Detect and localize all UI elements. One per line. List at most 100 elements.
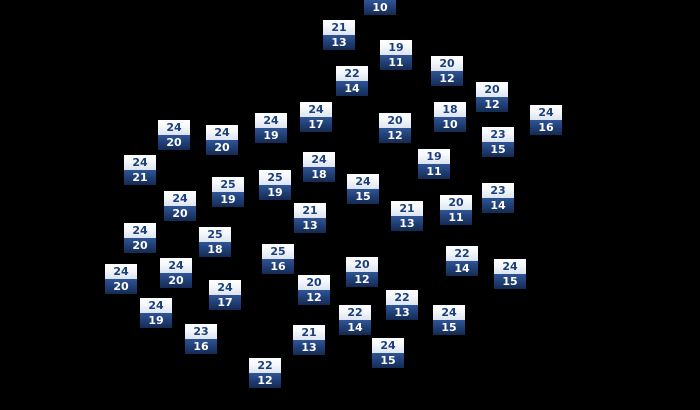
marker-bottom-value: 11 — [440, 210, 472, 225]
marker-bottom-value: 12 — [476, 97, 508, 112]
marker-bottom-value: 13 — [391, 216, 423, 231]
marker-top-value: 21 — [294, 203, 326, 218]
marker-top-value: 24 — [209, 280, 241, 295]
data-point-marker[interactable]: 20 12 — [476, 82, 508, 112]
marker-top-value: 24 — [164, 191, 196, 206]
marker-bottom-value: 16 — [185, 339, 217, 354]
marker-top-value: 22 — [446, 246, 478, 261]
marker-bottom-value: 16 — [262, 259, 294, 274]
marker-bottom-value: 19 — [212, 192, 244, 207]
marker-top-value: 21 — [323, 20, 355, 35]
data-point-marker[interactable]: 24 17 — [209, 280, 241, 310]
marker-top-value: 22 — [339, 305, 371, 320]
data-point-marker[interactable]: 25 19 — [212, 177, 244, 207]
marker-bottom-value: 15 — [482, 142, 514, 157]
data-point-marker[interactable]: 22 13 — [386, 290, 418, 320]
data-point-marker[interactable]: 21 13 — [293, 325, 325, 355]
data-point-marker[interactable]: 22 14 — [336, 66, 368, 96]
marker-bottom-value: 13 — [293, 340, 325, 355]
marker-top-value: 22 — [386, 290, 418, 305]
marker-bottom-value: 14 — [482, 198, 514, 213]
data-point-marker[interactable]: 19 11 — [380, 40, 412, 70]
marker-bottom-value: 20 — [164, 206, 196, 221]
data-point-marker[interactable]: 24 19 — [140, 298, 172, 328]
marker-top-value: 20 — [440, 195, 472, 210]
data-point-marker[interactable]: 24 19 — [255, 113, 287, 143]
marker-bottom-value: 21 — [124, 170, 156, 185]
data-point-marker[interactable]: 25 19 — [259, 170, 291, 200]
marker-bottom-value: 17 — [300, 117, 332, 132]
data-point-marker[interactable]: 20 12 — [379, 113, 411, 143]
data-point-marker[interactable]: 20 11 — [440, 195, 472, 225]
marker-bottom-value: 15 — [347, 189, 379, 204]
data-point-marker[interactable]: 21 13 — [323, 20, 355, 50]
marker-bottom-value: 11 — [418, 164, 450, 179]
data-point-marker[interactable]: 24 16 — [530, 105, 562, 135]
data-point-marker[interactable]: 25 16 — [262, 244, 294, 274]
marker-top-value: 24 — [347, 174, 379, 189]
data-point-marker[interactable]: 24 20 — [105, 264, 137, 294]
data-point-marker[interactable]: 23 15 — [482, 127, 514, 157]
marker-bottom-value: 14 — [339, 320, 371, 335]
marker-top-value: 19 — [418, 149, 450, 164]
data-point-marker[interactable]: 24 17 — [300, 102, 332, 132]
marker-bottom-value: 17 — [209, 295, 241, 310]
data-point-marker[interactable]: 24 20 — [160, 258, 192, 288]
data-point-marker[interactable]: 24 18 — [303, 152, 335, 182]
data-point-marker[interactable]: 24 15 — [494, 259, 526, 289]
marker-bottom-value: 16 — [530, 120, 562, 135]
data-point-marker[interactable]: 25 18 — [199, 227, 231, 257]
marker-top-value: 19 — [380, 40, 412, 55]
marker-top-value: 23 — [482, 127, 514, 142]
marker-bottom-value: 15 — [433, 320, 465, 335]
marker-top-value: 20 — [431, 56, 463, 71]
data-point-marker[interactable]: 24 15 — [433, 305, 465, 335]
marker-top-value: 24 — [158, 120, 190, 135]
marker-top-value: 24 — [105, 264, 137, 279]
data-point-marker[interactable]: 24 20 — [124, 223, 156, 253]
data-point-marker[interactable]: 20 12 — [431, 56, 463, 86]
marker-bottom-value: 10 — [364, 0, 396, 15]
marker-bottom-value: 20 — [105, 279, 137, 294]
data-point-marker[interactable]: 22 12 — [249, 358, 281, 388]
marker-top-value: 21 — [391, 201, 423, 216]
marker-bottom-value: 12 — [379, 128, 411, 143]
marker-top-value: 25 — [262, 244, 294, 259]
data-point-marker[interactable]: 23 14 — [482, 183, 514, 213]
marker-bottom-value: 20 — [206, 140, 238, 155]
data-point-marker[interactable]: 20 12 — [298, 275, 330, 305]
marker-bottom-value: 14 — [446, 261, 478, 276]
data-point-marker[interactable]: 22 14 — [446, 246, 478, 276]
data-point-marker[interactable]: 24 20 — [206, 125, 238, 155]
data-point-marker[interactable]: 20 12 — [346, 257, 378, 287]
marker-top-value: 21 — [293, 325, 325, 340]
marker-top-value: 24 — [433, 305, 465, 320]
marker-top-value: 24 — [300, 102, 332, 117]
marker-top-value: 25 — [212, 177, 244, 192]
marker-top-value: 20 — [476, 82, 508, 97]
data-point-marker[interactable]: 21 13 — [294, 203, 326, 233]
data-point-marker[interactable]: 21 13 — [391, 201, 423, 231]
data-point-marker[interactable]: 19 11 — [418, 149, 450, 179]
data-point-marker[interactable]: 18 10 — [434, 102, 466, 132]
marker-top-value: 20 — [346, 257, 378, 272]
marker-bottom-value: 19 — [140, 313, 172, 328]
data-point-marker[interactable]: 22 14 — [339, 305, 371, 335]
marker-top-value: 23 — [482, 183, 514, 198]
marker-bottom-value: 10 — [434, 117, 466, 132]
marker-top-value: 22 — [336, 66, 368, 81]
data-point-marker[interactable]: 24 20 — [164, 191, 196, 221]
marker-top-value: 23 — [185, 324, 217, 339]
marker-bottom-value: 18 — [199, 242, 231, 257]
marker-top-value: 24 — [494, 259, 526, 274]
data-point-marker[interactable]: 24 20 — [158, 120, 190, 150]
marker-top-value: 24 — [124, 155, 156, 170]
marker-top-value: 22 — [249, 358, 281, 373]
marker-bottom-value: 15 — [372, 353, 404, 368]
data-point-marker[interactable]: 24 15 — [347, 174, 379, 204]
data-point-marker[interactable]: 24 15 — [372, 338, 404, 368]
data-point-marker[interactable]: 24 21 — [124, 155, 156, 185]
data-point-marker[interactable]: 23 16 — [185, 324, 217, 354]
data-point-marker[interactable]: 10 — [364, 0, 396, 15]
